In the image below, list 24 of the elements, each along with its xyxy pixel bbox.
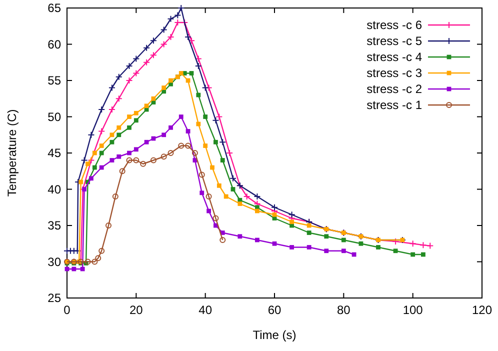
y-axis-title: Temperature (C) [5, 109, 19, 197]
y-tick-label: 25 [48, 291, 62, 305]
x-tick-label: 100 [402, 303, 424, 317]
legend-label: stress -c 5 [366, 34, 422, 48]
y-tick-label: 35 [48, 218, 62, 232]
legend-label: stress -c 3 [366, 66, 422, 80]
y-tick-label: 50 [48, 110, 62, 124]
x-tick-label: 20 [129, 303, 144, 317]
x-axis-title: Time (s) [252, 328, 296, 342]
x-tick-label: 40 [198, 303, 212, 317]
x-tick-label: 0 [64, 303, 71, 317]
x-tick-label: 60 [268, 303, 282, 317]
y-tick-label: 60 [48, 37, 62, 52]
y-tick-label: 40 [48, 182, 62, 196]
legend-label: stress -c 1 [366, 98, 422, 112]
y-tick-label: 30 [48, 254, 62, 269]
legend-label: stress -c 4 [366, 50, 422, 64]
legend-label: stress -c 2 [366, 82, 422, 96]
y-tick-label: 65 [48, 1, 62, 15]
x-tick-label: 120 [472, 303, 492, 317]
x-tick-label: 80 [336, 303, 351, 317]
y-tick-label: 55 [48, 74, 62, 88]
y-tick-label: 45 [48, 146, 62, 160]
legend-label: stress -c 6 [366, 18, 422, 32]
